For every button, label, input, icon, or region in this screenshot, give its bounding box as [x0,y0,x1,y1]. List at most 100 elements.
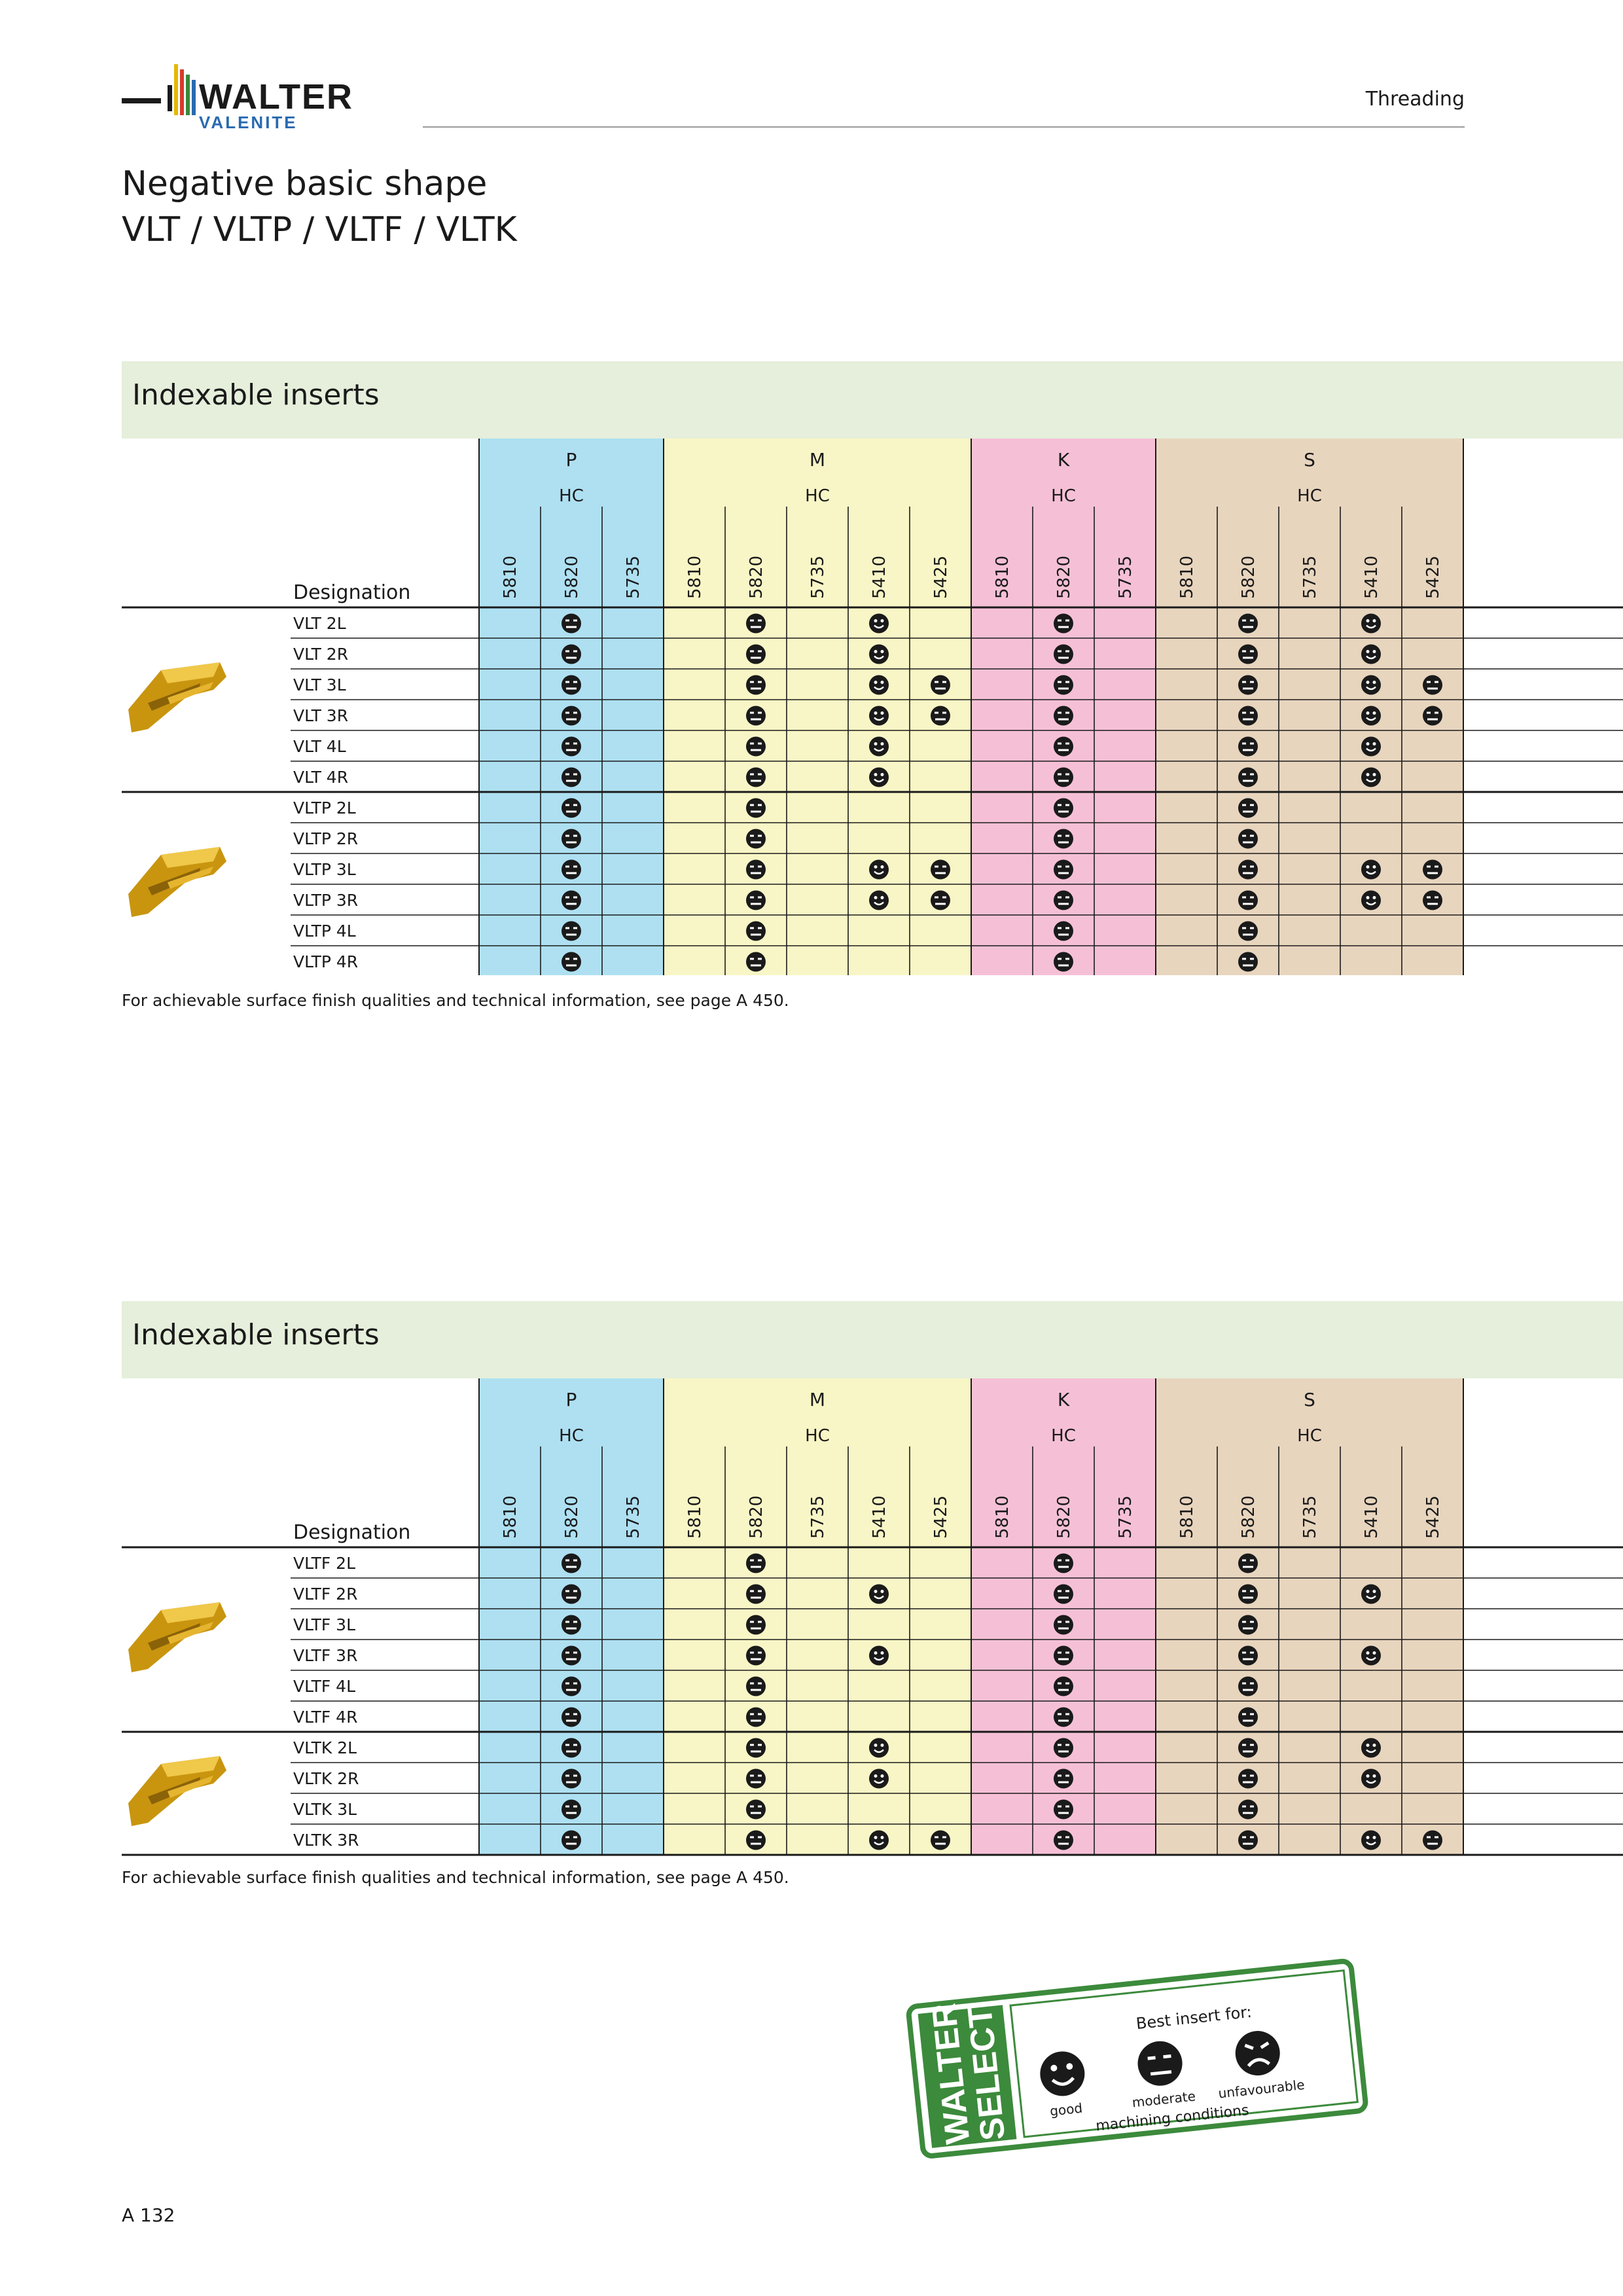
good-face-icon [869,706,889,726]
moderate-face-icon [1238,1676,1258,1696]
moderate-face-icon [746,1645,766,1666]
grade-header: 5425 [931,1496,951,1539]
moderate-face-icon [1238,1738,1258,1758]
designation-cell: VLT 4R [293,768,348,787]
designation-cell: VLTK 2R [293,1769,359,1788]
designation-cell: VLTP 2L [293,798,356,817]
table-footnote: For achievable surface finish qualities … [122,991,789,1010]
moderate-face-icon [1238,644,1258,664]
good-face-icon [1361,1768,1381,1789]
group-label: M [810,449,825,471]
grade-header: 5735 [1116,1496,1135,1539]
moderate-face-icon [562,1830,581,1850]
moderate-face-icon [746,798,766,818]
designation-cell: VLTP 3L [293,860,356,879]
good-face-icon [869,859,889,880]
moderate-face-icon [1238,1553,1258,1573]
insert-table-2: Indexable inserts P HC 5810 5820 5735 M HC 5810… [122,1301,1623,1903]
moderate-face-icon [562,1584,581,1604]
moderate-face-icon [1238,1768,1258,1789]
designation-cell: VLT 3R [293,706,348,725]
grade-header: 5810 [993,1496,1012,1539]
moderate-face-icon [562,613,581,634]
grade-header: 5410 [870,1496,889,1539]
good-face-icon [1361,613,1381,634]
grade-header: 5810 [685,556,705,599]
walter-select-legend: WALTER SELECT Best insert for: good mode… [906,1958,1368,2159]
group-sublabel: HC [559,1426,584,1446]
moderate-face-icon [562,706,581,726]
grade-header: 5820 [1239,1496,1258,1539]
moderate-face-icon [746,1768,766,1789]
moderate-face-icon [1423,1830,1442,1850]
grade-header: 5820 [747,556,766,599]
insert-table-1: Indexable inserts P HC 5810 5820 5735 M HC 5810… [122,361,1623,1016]
group-label: M [810,1389,825,1410]
group-label: P [566,1389,577,1410]
good-face-icon [869,1584,889,1604]
group-sublabel: HC [1297,1426,1322,1446]
grade-header: 5735 [808,1496,828,1539]
grade-header: 5820 [747,1496,766,1539]
moderate-face-icon [1238,859,1258,880]
group-band-S [1156,439,1463,975]
grade-header: 5810 [1177,1496,1197,1539]
good-face-icon [1361,736,1381,757]
designation-cell: VLT 4L [293,737,346,756]
moderate-face-icon [1054,1584,1073,1604]
moderate-face-icon [1054,921,1073,941]
moderate-face-icon [1054,644,1073,664]
moderate-face-icon [1238,921,1258,941]
grade-header: 5820 [562,1496,582,1539]
moderate-face-icon [746,1799,766,1820]
moderate-face-icon [1054,829,1073,849]
good-face-icon [869,613,889,634]
group-sublabel: HC [805,1426,830,1446]
insert-vltk-icon [128,1756,226,1826]
moderate-face-icon [1423,890,1442,910]
moderate-face-icon [562,952,581,972]
good-face-icon [869,1645,889,1666]
designation-cell: VLT 3L [293,675,346,694]
moderate-face-icon [1238,952,1258,972]
moderate-face-icon [1238,1830,1258,1850]
moderate-face-icon [562,1799,581,1820]
moderate-face-icon [1054,706,1073,726]
group-band-S [1156,1378,1463,1855]
moderate-face-icon [746,1676,766,1696]
moderate-face-icon [931,675,950,695]
grade-header: 5810 [993,556,1012,599]
grade-header: 5735 [808,556,828,599]
moderate-face-icon [1238,613,1258,634]
moderate-face-icon [1137,2041,1183,2086]
moderate-face-icon [1054,1830,1073,1850]
moderate-face-icon [746,736,766,757]
moderate-face-icon [1423,706,1442,726]
good-face-icon [1361,859,1381,880]
moderate-face-icon [1423,859,1442,880]
page-title-line1: Negative basic shape [122,164,488,204]
moderate-face-icon [562,767,581,787]
page-title-line2: VLT / VLTP / VLTF / VLTK [122,210,517,249]
moderate-face-icon [931,706,950,726]
page-number: A 132 [122,2204,175,2226]
moderate-face-icon [931,859,950,880]
designation-cell: VLTK 2L [293,1738,357,1757]
group-label: S [1304,449,1315,471]
group-label: P [566,449,577,471]
walter-valenite-logo: WALTER VALENITE [122,64,353,132]
moderate-face-icon [1054,798,1073,818]
moderate-face-icon [746,890,766,910]
good-face-icon [869,890,889,910]
group-sublabel: HC [559,486,584,506]
good-face-icon [1361,706,1381,726]
moderate-face-icon [562,859,581,880]
svg-text:WALTER: WALTER [199,77,353,117]
good-face-icon [869,1738,889,1758]
grade-header: 5735 [624,1496,643,1539]
moderate-face-icon [746,921,766,941]
good-face-icon [869,736,889,757]
grade-header: 5735 [1300,1496,1320,1539]
